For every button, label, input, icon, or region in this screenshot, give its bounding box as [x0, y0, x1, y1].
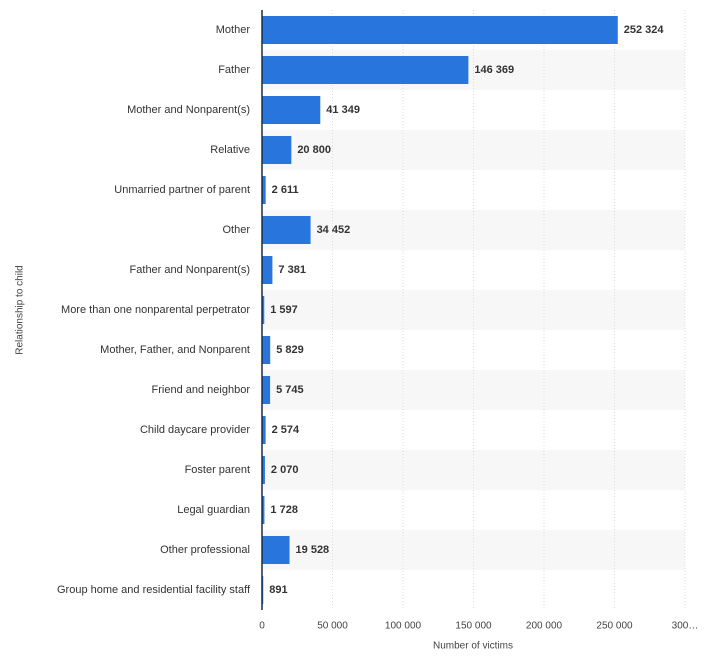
x-tick-label: 200 000 [526, 621, 563, 632]
bar [262, 296, 265, 324]
y-tick-label: Mother and Nonparent(s) [127, 104, 250, 116]
bar [262, 336, 271, 364]
bar [262, 216, 311, 244]
value-label: 146 369 [474, 64, 514, 76]
y-tick-label: Relative [210, 144, 250, 156]
bar [262, 136, 292, 164]
value-label: 1 597 [270, 304, 298, 316]
x-axis-title: Number of victims [433, 641, 513, 652]
y-tick-label: Group home and residential facility staf… [57, 584, 251, 596]
x-tick-label: 0 [259, 621, 265, 632]
x-tick-label: 300… [672, 621, 699, 632]
bar [262, 56, 469, 84]
y-tick-label: Legal guardian [177, 504, 250, 516]
bar [262, 176, 266, 204]
x-tick-label: 50 000 [317, 621, 348, 632]
bar [262, 376, 271, 404]
y-tick-label: Friend and neighbor [152, 384, 251, 396]
bar [262, 256, 273, 284]
y-tick-label: Foster parent [185, 464, 250, 476]
value-label: 252 324 [624, 24, 665, 36]
value-label: 2 070 [271, 464, 299, 476]
value-label: 34 452 [317, 224, 351, 236]
y-tick-label: Mother [216, 24, 251, 36]
y-tick-label: More than one nonparental perpetrator [61, 304, 250, 316]
value-label: 891 [269, 584, 287, 596]
y-tick-label: Father [218, 64, 250, 76]
value-label: 5 745 [276, 384, 304, 396]
bar [262, 456, 265, 484]
value-label: 2 611 [272, 184, 299, 196]
y-tick-label: Father and Nonparent(s) [130, 264, 250, 276]
x-tick-label: 150 000 [455, 621, 492, 632]
value-label: 2 574 [272, 424, 300, 436]
value-label: 7 381 [278, 264, 306, 276]
y-tick-label: Other professional [160, 544, 250, 556]
y-tick-label: Mother, Father, and Nonparent [100, 344, 250, 356]
value-label: 19 528 [296, 544, 330, 556]
y-tick-label: Other [222, 224, 250, 236]
x-tick-label: 250 000 [596, 621, 633, 632]
bar [262, 416, 266, 444]
y-axis-title: Relationship to child [15, 265, 26, 355]
bar [262, 536, 290, 564]
x-tick-label: 100 000 [385, 621, 422, 632]
y-tick-label: Unmarried partner of parent [114, 184, 250, 196]
bar [262, 16, 618, 44]
value-label: 41 349 [326, 104, 360, 116]
value-label: 5 829 [276, 344, 304, 356]
bar [262, 496, 265, 524]
y-tick-label: Child daycare provider [140, 424, 250, 436]
bar [262, 96, 321, 124]
value-label: 20 800 [297, 144, 331, 156]
value-label: 1 728 [270, 504, 298, 516]
